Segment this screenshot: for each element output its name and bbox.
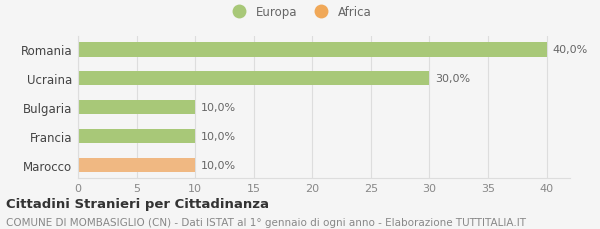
Text: 30,0%: 30,0% (435, 74, 470, 84)
Text: Cittadini Stranieri per Cittadinanza: Cittadini Stranieri per Cittadinanza (6, 197, 269, 210)
Legend: Europa, Africa: Europa, Africa (223, 1, 376, 24)
Bar (78, 101, 195, 115)
Bar (78, 158, 195, 172)
Bar (78, 129, 195, 144)
Text: 10,0%: 10,0% (201, 103, 236, 113)
Bar (78, 72, 430, 86)
Text: 10,0%: 10,0% (201, 160, 236, 170)
Text: 10,0%: 10,0% (201, 131, 236, 141)
Text: COMUNE DI MOMBASIGLIO (CN) - Dati ISTAT al 1° gennaio di ogni anno - Elaborazion: COMUNE DI MOMBASIGLIO (CN) - Dati ISTAT … (6, 218, 526, 227)
Text: 40,0%: 40,0% (553, 45, 587, 55)
Bar (78, 43, 547, 57)
